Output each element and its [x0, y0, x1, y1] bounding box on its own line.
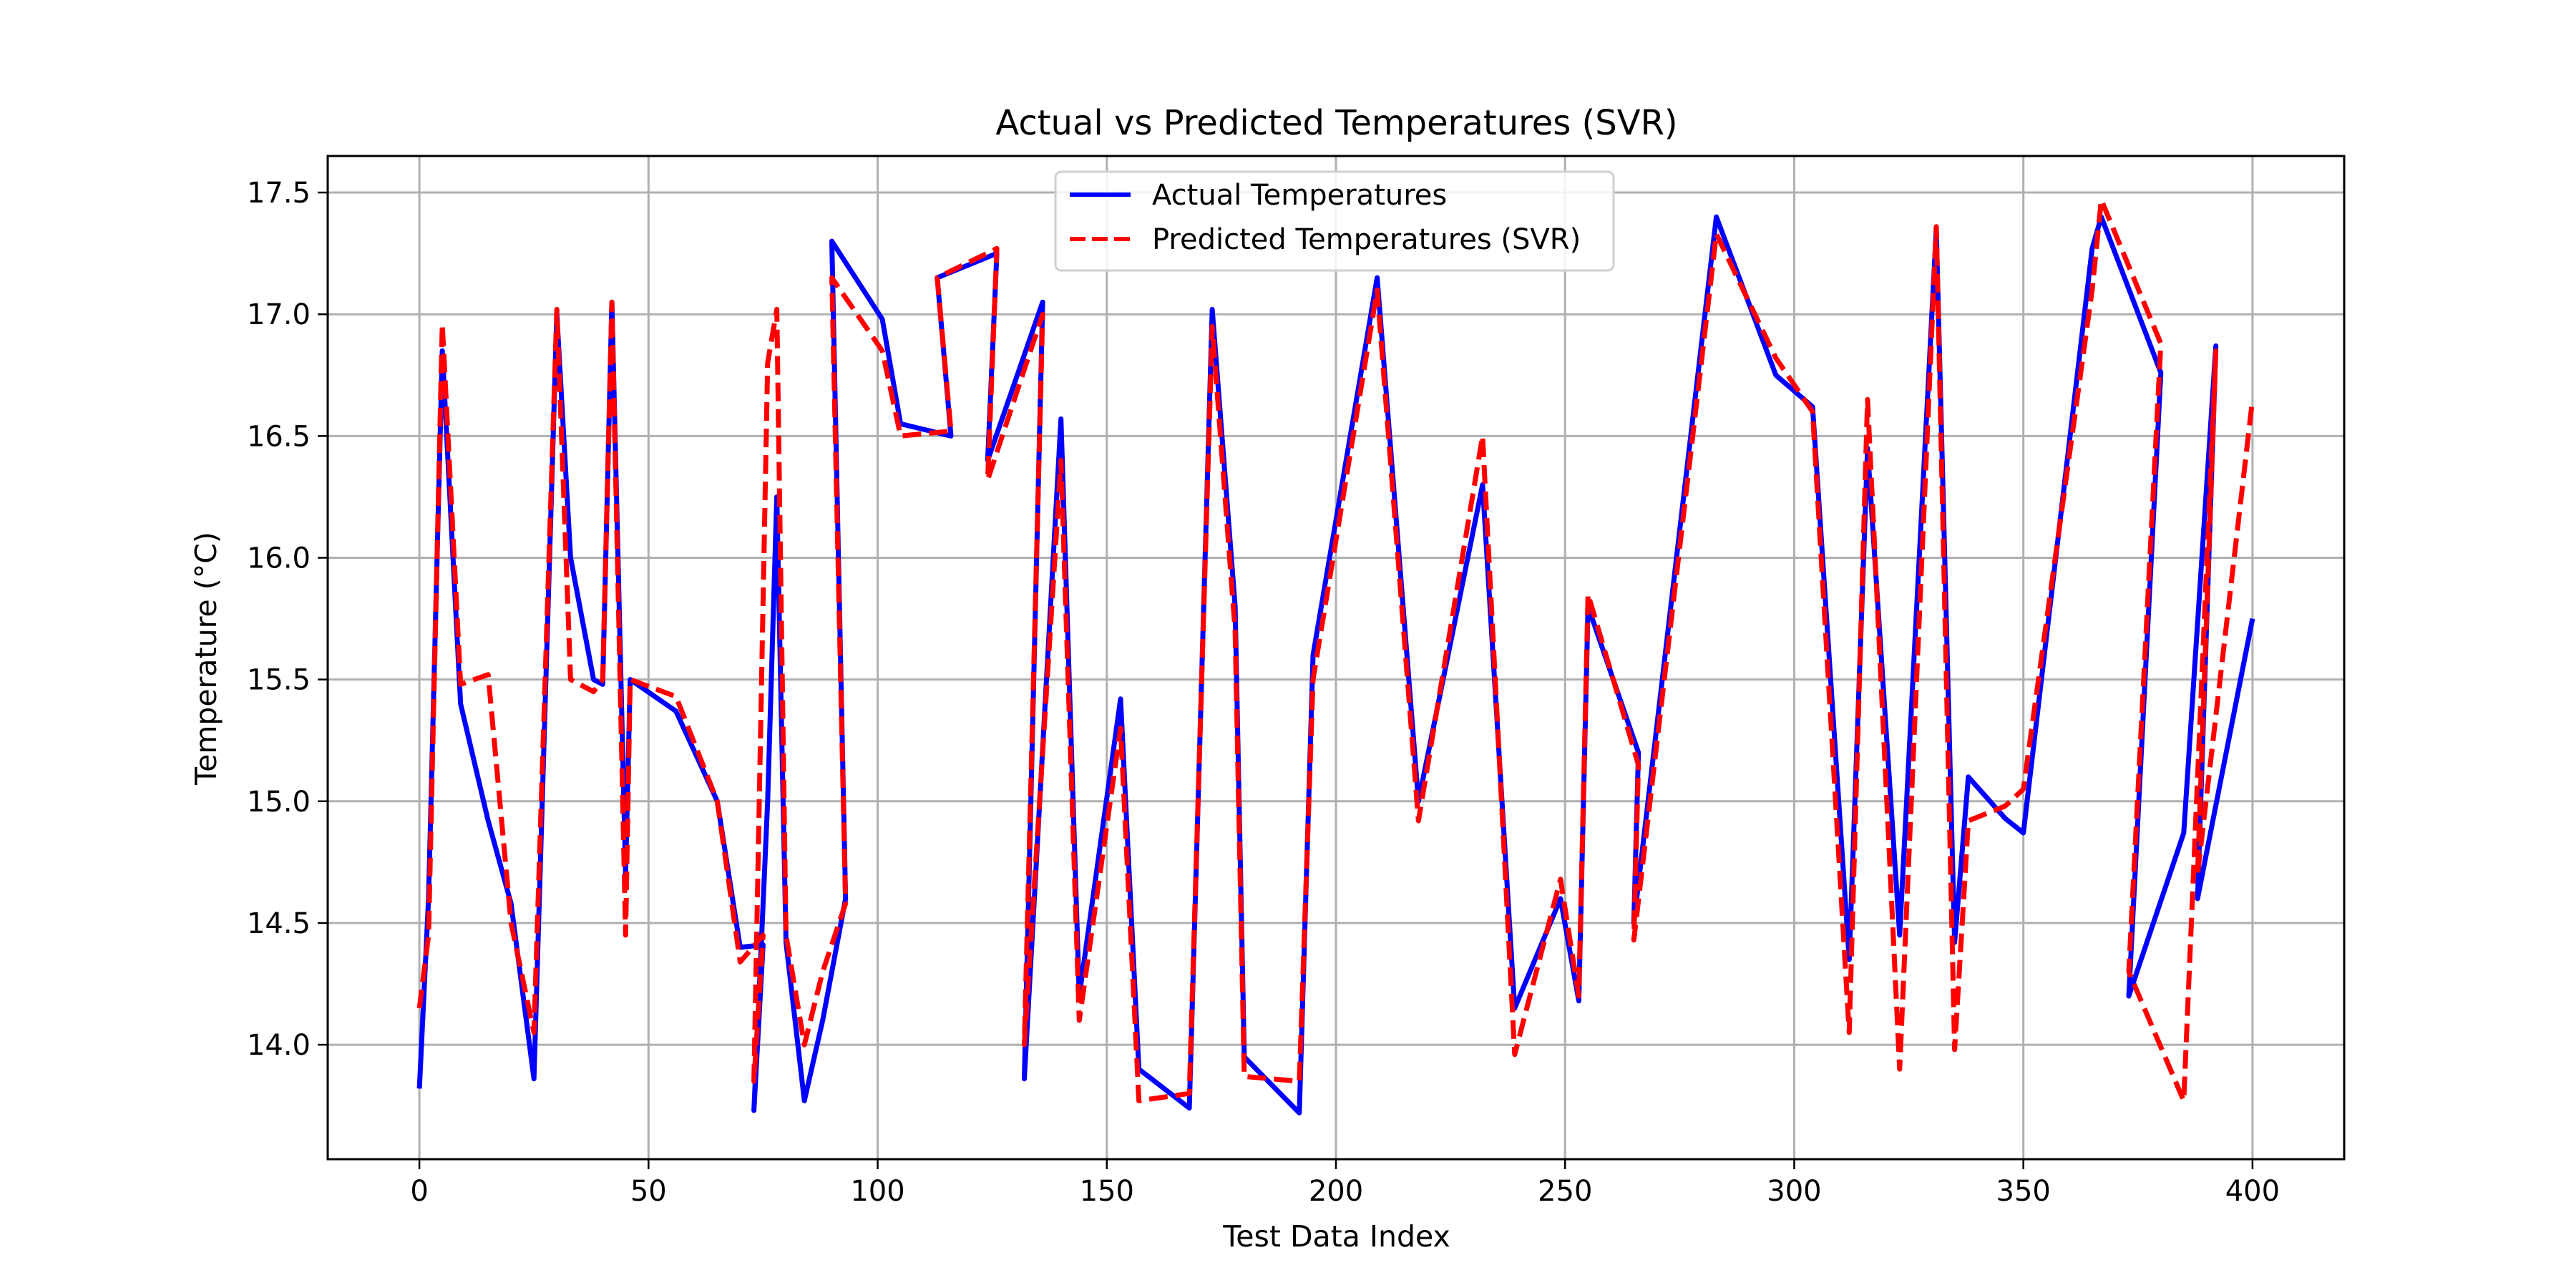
x-tick-label: 350 [1996, 1175, 2051, 1208]
y-tick-label: 14.5 [247, 907, 311, 940]
predicted-temperature-line [416, 197, 2255, 1103]
y-tick-label: 15.0 [247, 786, 311, 819]
legend-label-predicted: Predicted Temperatures (SVR) [1152, 223, 1581, 256]
y-tick-label: 17.5 [247, 177, 311, 210]
x-tick-label: 250 [1538, 1175, 1592, 1208]
legend: Actual Temperatures Predicted Temperatur… [1054, 170, 1615, 272]
y-tick-label: 15.5 [247, 664, 311, 697]
y-tick-label: 14.0 [247, 1029, 311, 1062]
x-axis: 0 50 100 150 200 250 300 350 400 [410, 1159, 2280, 1208]
y-tick-label: 16.0 [247, 542, 311, 575]
x-tick-label: 300 [1767, 1175, 1821, 1208]
x-axis-label: Test Data Index [1222, 1219, 1450, 1254]
grid [328, 156, 2344, 1159]
legend-label-actual: Actual Temperatures [1152, 179, 1447, 212]
x-tick-label: 0 [410, 1175, 428, 1208]
y-axis: 14.0 14.5 15.0 15.5 16.0 16.5 17.0 17.5 [247, 177, 328, 1062]
y-axis-label: Temperature (°C) [189, 532, 223, 786]
x-tick-label: 400 [2225, 1175, 2280, 1208]
y-tick-label: 16.5 [247, 420, 311, 453]
chart-title: Actual vs Predicted Temperatures (SVR) [995, 103, 1677, 143]
x-tick-label: 150 [1080, 1175, 1134, 1208]
legend-box [1054, 170, 1615, 272]
x-tick-label: 50 [630, 1175, 667, 1208]
series-layer [416, 197, 2255, 1116]
x-tick-label: 100 [850, 1175, 904, 1208]
y-tick-label: 17.0 [247, 298, 311, 331]
x-tick-label: 200 [1309, 1175, 1363, 1208]
